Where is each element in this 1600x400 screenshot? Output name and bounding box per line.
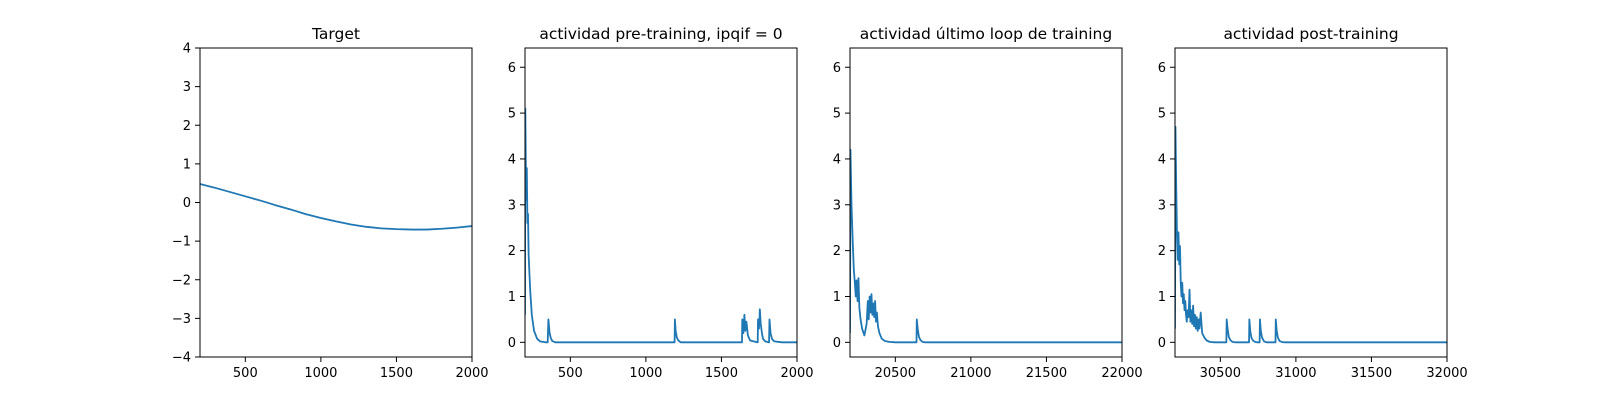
axes-frame [199, 47, 473, 358]
y-tick-label: 6 [508, 61, 516, 76]
axes-frame [849, 47, 1123, 358]
chart-title: actividad último loop de training [860, 25, 1112, 43]
y-tick-label: 2 [1158, 244, 1166, 259]
chart-title: actividad post-training [1223, 25, 1398, 43]
y-tick-label: 5 [833, 107, 841, 122]
x-tick-label: 2000 [455, 366, 488, 381]
x-tick-label: 1500 [380, 366, 413, 381]
y-tick-label: 3 [1158, 198, 1166, 213]
y-tick-label: 1 [1158, 290, 1166, 305]
y-tick-label: 6 [1158, 61, 1166, 76]
chart-panel-2: actividad pre-training, ipqif = 0 500 1000… [508, 25, 814, 381]
chart-panel-1: Target 500 1000 1500 2000 −4 −3 −2 −1 0 1 2 3 4 [172, 25, 489, 381]
x-tick-label: 31500 [1351, 366, 1392, 381]
y-tick-label: 6 [833, 61, 841, 76]
y-tick-label: 4 [833, 152, 841, 167]
y-tick-label: 3 [833, 198, 841, 213]
y-tick-label: 3 [508, 198, 516, 213]
x-tick-label: 500 [233, 366, 258, 381]
y-tick-label: −1 [172, 235, 191, 250]
series-line-1 [1175, 125, 1447, 344]
x-tick-label: 20500 [875, 366, 916, 381]
axes-frame [524, 47, 798, 358]
x-tick-label: 32000 [1426, 366, 1467, 381]
y-tick-label: 0 [508, 336, 516, 351]
axes-frame [1174, 47, 1448, 358]
series-line-1 [200, 183, 472, 231]
x-tick-label: 1000 [304, 366, 337, 381]
y-tick-label: 1 [833, 290, 841, 305]
y-tick-label: 4 [1158, 152, 1166, 167]
series-line-1 [850, 148, 1122, 344]
x-tick-label: 22000 [1101, 366, 1142, 381]
y-tick-label: 2 [833, 244, 841, 259]
y-tick-label: 2 [183, 119, 191, 134]
x-tick-label: 2000 [780, 366, 813, 381]
y-tick-label: 0 [833, 336, 841, 351]
chart-title: Target [311, 25, 360, 43]
y-tick-label: 5 [1158, 107, 1166, 122]
y-tick-label: −3 [172, 312, 191, 327]
y-tick-label: 1 [508, 290, 516, 305]
y-tick-label: −2 [172, 273, 191, 288]
x-tick-label: 31000 [1275, 366, 1316, 381]
y-tick-label: 0 [1158, 336, 1166, 351]
series-line-1 [525, 107, 797, 344]
x-tick-label: 30500 [1200, 366, 1241, 381]
y-tick-label: 1 [183, 157, 191, 172]
y-tick-label: 2 [508, 244, 516, 259]
chart-title: actividad pre-training, ipqif = 0 [539, 25, 782, 43]
x-tick-label: 1500 [705, 366, 738, 381]
y-tick-label: 0 [183, 196, 191, 211]
x-tick-label: 500 [558, 366, 583, 381]
y-tick-label: 4 [183, 42, 191, 57]
x-tick-label: 21000 [950, 366, 991, 381]
y-tick-label: 4 [508, 152, 516, 167]
y-tick-label: 5 [508, 107, 516, 122]
x-tick-label: 1000 [629, 366, 662, 381]
y-tick-label: 3 [183, 80, 191, 95]
x-tick-label: 21500 [1026, 366, 1067, 381]
y-tick-label: −4 [172, 351, 191, 366]
